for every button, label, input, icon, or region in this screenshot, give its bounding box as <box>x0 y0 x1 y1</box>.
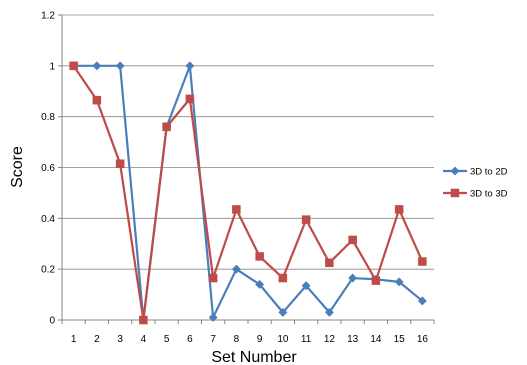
x-tick-label: 11 <box>301 334 312 345</box>
data-point <box>208 273 218 283</box>
data-point <box>162 122 171 132</box>
series-line <box>72 65 424 322</box>
y-tick-label: 0.2 <box>41 265 55 276</box>
x-tick-label: 3 <box>117 334 123 345</box>
data-point <box>324 307 334 317</box>
x-tick-label: 5 <box>164 334 170 345</box>
y-tick-label: 1.2 <box>41 11 55 22</box>
data-point <box>278 273 288 283</box>
y-tick-label: 0.4 <box>41 214 55 225</box>
data-point <box>301 215 311 224</box>
data-point <box>301 281 311 291</box>
x-tick-label: 9 <box>257 334 263 345</box>
data-point <box>185 94 195 104</box>
y-axis-title: Score <box>9 146 26 188</box>
data-point <box>450 166 460 176</box>
data-point <box>92 95 102 105</box>
data-point <box>232 205 241 214</box>
y-tick-labels: 0 0.2 0.4 0.6 0.8 1 1.2 <box>41 11 55 327</box>
data-point <box>69 61 78 71</box>
x-tick-label: 7 <box>210 334 216 345</box>
data-point <box>208 312 218 323</box>
data-point <box>115 159 125 168</box>
x-tick-labels: 1 2 3 4 5 6 7 8 9 10 11 12 13 14 15 16 <box>71 334 429 345</box>
data-point <box>348 235 357 245</box>
x-tick-label: 14 <box>370 334 382 345</box>
data-point <box>92 61 102 71</box>
data-point <box>255 279 265 289</box>
legend: 3D to 2D 3D to 3D <box>443 166 508 200</box>
series-layer <box>69 61 427 325</box>
data-point <box>325 258 334 268</box>
x-axis-title: Set Number <box>211 349 297 365</box>
y-tick-label: 0.6 <box>41 163 55 174</box>
x-tick-label: 6 <box>187 334 193 345</box>
x-tick-label: 8 <box>234 334 240 345</box>
legend-label: 3D to 3D <box>470 189 508 200</box>
x-tick-label: 16 <box>417 334 429 345</box>
legend-label: 3D to 2D <box>470 167 508 178</box>
data-point <box>417 296 427 306</box>
x-tick-label: 1 <box>71 334 77 345</box>
x-tick-label: 15 <box>394 334 406 345</box>
x-tick-label: 2 <box>94 334 100 345</box>
data-point <box>418 257 427 266</box>
y-tick-label: 0 <box>49 316 55 327</box>
x-tick-label: 12 <box>324 334 336 345</box>
series-line <box>73 64 424 322</box>
data-point <box>231 264 241 274</box>
data-point <box>371 276 381 285</box>
axes <box>58 14 435 324</box>
data-point <box>255 252 264 261</box>
data-point <box>115 61 125 71</box>
data-point <box>450 188 460 198</box>
data-point <box>139 315 148 325</box>
legend-item: 3D to 2D <box>443 166 508 178</box>
y-tick-label: 1 <box>49 61 55 72</box>
data-point <box>394 277 404 287</box>
data-point <box>185 61 195 71</box>
y-tick-label: 0.8 <box>41 112 55 123</box>
legend-item: 3D to 3D <box>443 189 508 200</box>
x-tick-label: 4 <box>141 334 147 345</box>
data-point <box>278 307 288 317</box>
data-point <box>394 205 404 214</box>
x-tick-label: 13 <box>347 334 359 345</box>
x-tick-label: 10 <box>277 334 289 345</box>
series-3d-to-3d <box>69 61 427 325</box>
data-point <box>348 273 358 283</box>
